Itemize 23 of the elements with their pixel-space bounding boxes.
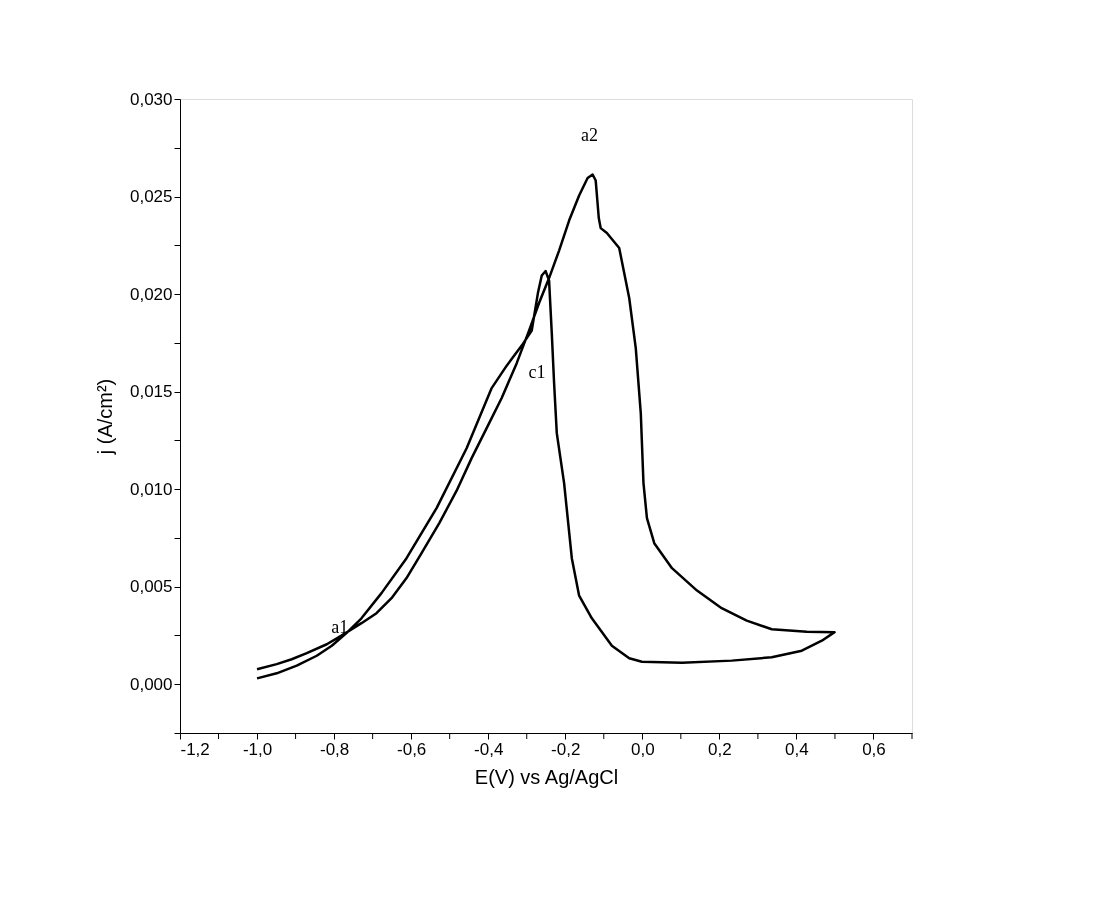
x-tick-label: -0,2 xyxy=(551,739,581,759)
annotation: a1 xyxy=(331,616,349,637)
y-tick-label: 0,015 xyxy=(129,382,173,402)
y-tick-label: 0,030 xyxy=(129,89,173,109)
annotation: a2 xyxy=(581,125,599,146)
x-axis-title: E(V) vs Ag/AgCl xyxy=(474,765,619,788)
x-tick-label: 0,0 xyxy=(631,739,655,759)
y-tick-label: 0,020 xyxy=(129,284,173,304)
x-tick-label: -0,6 xyxy=(397,739,427,759)
x-tick-label: -1,0 xyxy=(242,739,273,759)
line-series xyxy=(255,173,836,680)
x-tick-label: -0,4 xyxy=(474,739,504,759)
y-tick-label: 0,005 xyxy=(129,577,173,597)
x-tick-label: 0,4 xyxy=(785,739,809,759)
x-tick-label: 0,2 xyxy=(708,739,732,759)
y-tick-label: 0,000 xyxy=(129,674,173,694)
y-tick-label: 0,010 xyxy=(129,479,173,499)
x-tick-label: 0,6 xyxy=(862,739,886,759)
y-axis-title: j (A/cm²) xyxy=(93,378,116,456)
x-tick-label: -1,2 xyxy=(180,739,210,759)
y-tick-label: 0,025 xyxy=(129,187,173,207)
annotation: c1 xyxy=(528,362,546,383)
x-tick-label: -0,8 xyxy=(319,739,350,759)
